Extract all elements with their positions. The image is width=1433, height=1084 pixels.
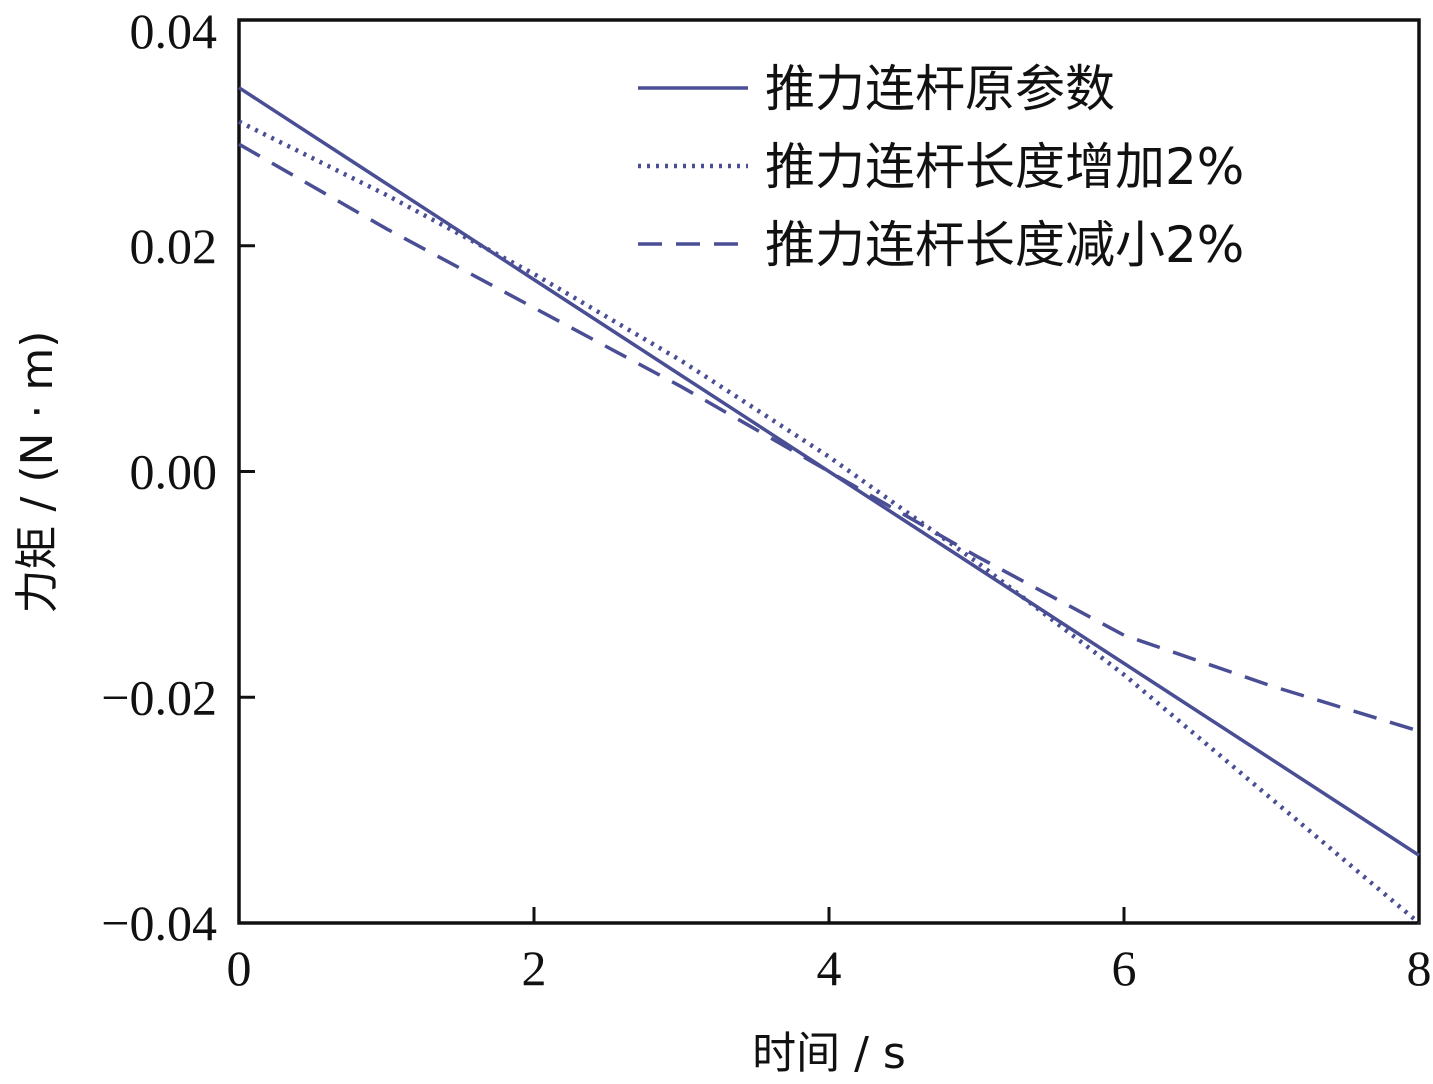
legend-label-1: 推力连杆原参数	[765, 60, 1115, 118]
x-tick-label: 6	[1112, 940, 1137, 996]
legend-label-3: 推力连杆长度减小2%	[765, 216, 1244, 274]
x-tick-label: 4	[817, 940, 842, 996]
y-tick-label: 0.04	[130, 3, 218, 59]
y-tick-label: −0.02	[101, 669, 217, 725]
axis-ticks: 0 2 4 6 8 0.04 0.02 0.00 −0.02 −0.04	[101, 3, 1431, 996]
x-tick-label: 2	[522, 940, 547, 996]
y-tick-label: 0.02	[130, 218, 218, 274]
y-tick-label: 0.00	[130, 444, 218, 500]
legend-label-2: 推力连杆长度增加2%	[765, 138, 1244, 196]
series-line-3	[238, 142, 1420, 733]
x-tick-label: 8	[1407, 940, 1432, 996]
x-tick-label: 0	[227, 940, 252, 996]
series-line-1	[238, 86, 1420, 857]
series-lines	[237, 86, 1421, 925]
y-axis-title: 力矩 / (N · m)	[12, 331, 63, 614]
x-axis-title: 时间 / s	[752, 1028, 906, 1079]
y-tick-label: −0.04	[101, 895, 217, 951]
